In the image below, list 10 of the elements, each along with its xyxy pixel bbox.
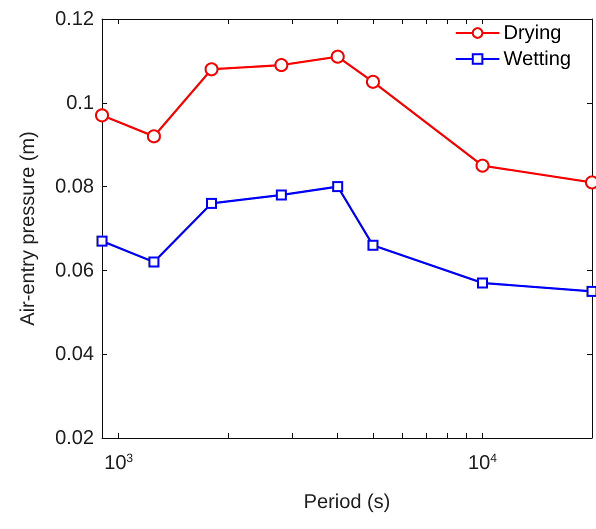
y-tick-label: 0.1	[66, 92, 94, 114]
y-axis-title: Air-entry pressure (m)	[17, 131, 39, 326]
legend-label: Wetting	[504, 48, 572, 70]
y-tick-label: 0.02	[55, 427, 94, 449]
x-axis-title: Period (s)	[304, 491, 390, 513]
legend-label: Drying	[504, 22, 562, 44]
y-tick-label: 0.08	[55, 176, 94, 198]
y-tick-label: 0.06	[55, 259, 94, 282]
y-tick-label: 0.04	[55, 343, 94, 366]
y-tick-label: 0.12	[55, 8, 94, 30]
